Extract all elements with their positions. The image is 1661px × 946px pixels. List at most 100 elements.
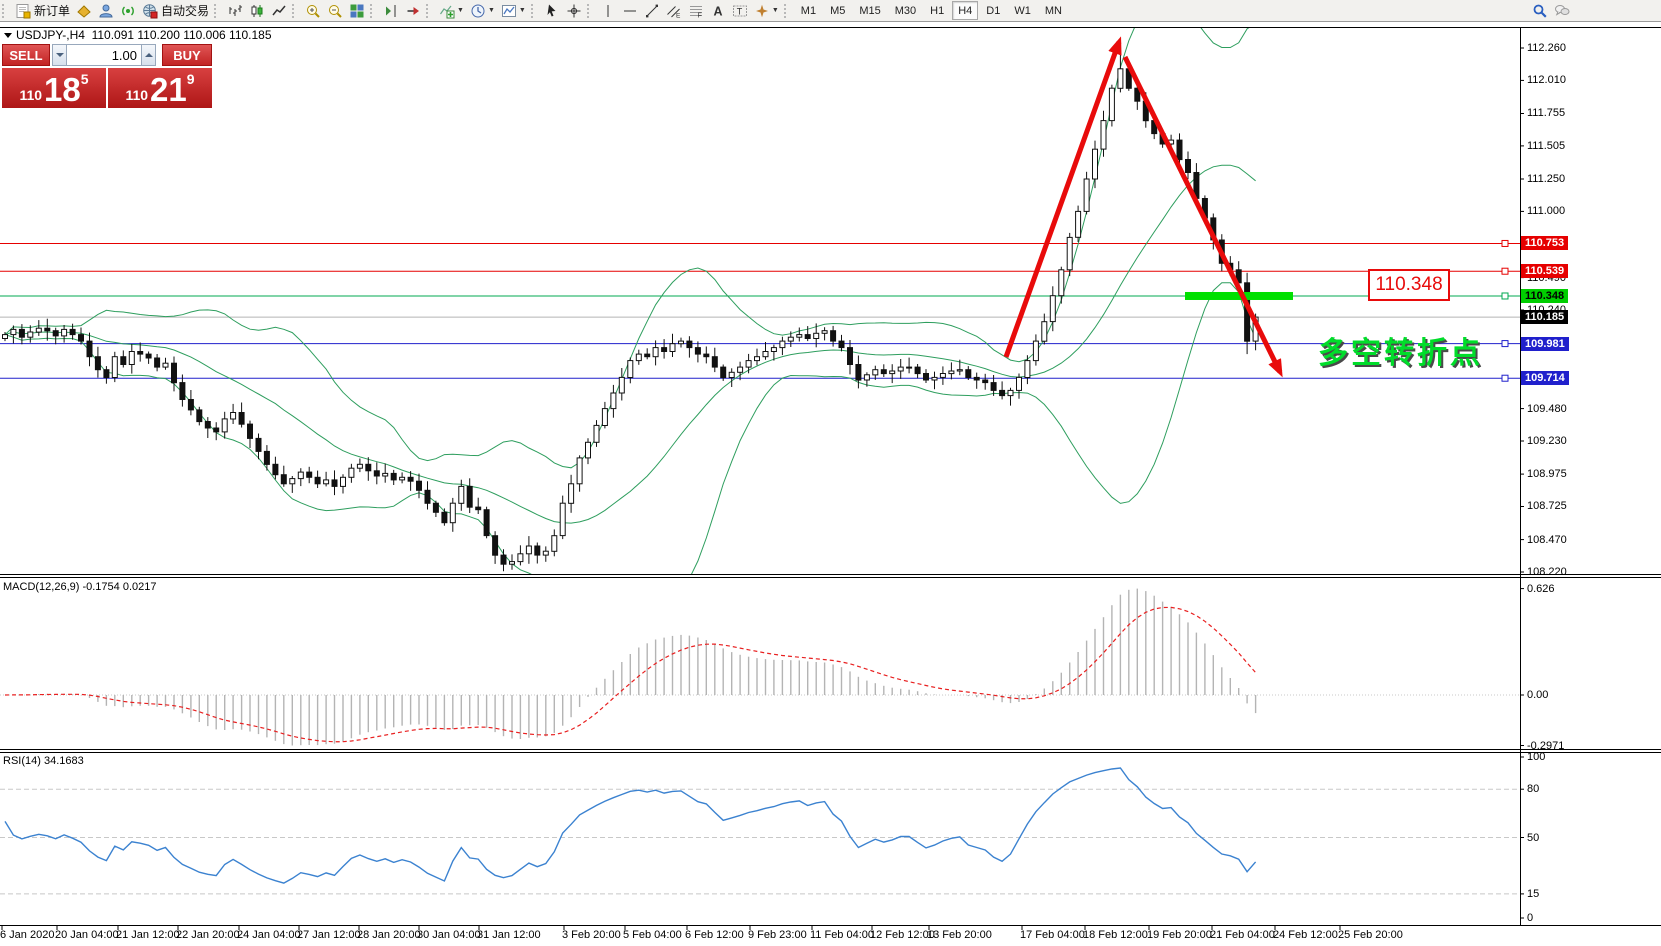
toolbar-horizontal-line-button[interactable] [619,1,641,20]
toolbar-grip [783,3,791,18]
timeframe-h1-button[interactable]: H1 [930,4,945,17]
spinner-up-icon [144,53,153,57]
buy-price[interactable]: 110 21 9 [108,68,212,108]
indicators-icon [440,5,455,18]
bars-chart-icon [229,4,243,16]
timeframe-m5-button[interactable]: M5 [830,4,846,17]
toolbar-chart-shift-button[interactable] [380,1,402,20]
toolbar-tile-windows-button[interactable] [346,1,368,20]
svg-text:E: E [676,12,681,19]
toolbar-candlestick-chart-button[interactable] [246,1,268,20]
sell-button[interactable]: SELL [2,44,50,66]
timeframe-d1-button[interactable]: D1 [986,4,1001,17]
trendline-icon [645,4,658,17]
sell-price-big: 18 [44,71,81,108]
toolbar-new-order-button[interactable]: 新订单 [12,1,73,20]
line-handle[interactable] [1501,267,1509,275]
sell-price-prefix: 110 [19,87,43,103]
text-icon: A [713,4,722,18]
timeframe-m15-button[interactable]: M15 [859,4,881,17]
timeframe-m30-button[interactable]: M30 [894,4,917,17]
channel-icon: E [666,5,681,19]
toolbar-trendline-button[interactable] [641,1,663,20]
toolbar-equidistant-channel-button[interactable]: E [663,1,685,20]
toolbar-grip [530,3,538,18]
toolbar-terminal-button[interactable] [73,1,95,20]
periods-icon [471,4,485,17]
toolbar-vertical-line-button[interactable] [597,1,619,20]
toolbar-fibonacci-button[interactable]: F [685,1,707,20]
new-order-icon [16,3,31,18]
rsi-line [4,767,1257,884]
toolbar-arrows-button[interactable]: ▼ [751,1,782,20]
toolbar-bar-chart-button[interactable] [224,1,246,20]
toolbar-line-chart-button[interactable] [268,1,290,20]
toolbar-search-button[interactable] [1529,1,1551,20]
toolbar-templates-button[interactable]: ▼ [498,1,529,20]
volume-decrease-button[interactable] [52,44,67,66]
candles-chart-icon [251,4,263,17]
timeframe-mn-button[interactable]: MN [1044,4,1062,17]
line-handle[interactable] [1501,239,1509,247]
line-handle[interactable] [1501,340,1509,348]
volume-input[interactable] [67,44,141,66]
toolbar-cursor-button[interactable] [541,1,563,20]
dropdown-caret-icon: ▼ [518,7,526,14]
buy-price-prefix: 110 [125,87,149,103]
toolbar-strategy-tester-button[interactable] [95,1,117,20]
highlight-bar-object[interactable] [1185,291,1293,300]
toolbar-grip [586,3,594,18]
toolbar: 新订单 自动交易 ▼ ▼ ▼ E F A T ▼ M1 M5 M15 M30 H1 H4 D1 W1 MN [0,0,1661,22]
turning-point-annotation[interactable]: 多空转折点 [1318,337,1483,370]
toolbar-chat-button[interactable] [1551,1,1573,20]
toolbar-periods-button[interactable]: ▼ [467,1,498,20]
trade-panel-price-row: 110 18 5 110 21 9 [2,68,214,108]
templates-icon [501,4,516,17]
text-label-icon: T [732,5,747,16]
svg-text:F: F [697,12,701,19]
toolbar-text-label-button[interactable]: T [729,1,751,20]
toolbar-grip [2,3,9,18]
timeframe-w1-button[interactable]: W1 [1014,4,1031,17]
spinner-down-icon [55,53,64,57]
trend-arrow-up[interactable] [1003,36,1122,358]
chart-shift-icon [386,4,396,17]
chart-frame [0,27,1661,930]
zoom-out-icon [329,4,342,18]
sell-price[interactable]: 110 18 5 [2,68,106,108]
zoom-in-icon [307,4,320,18]
toolbar-auto-scroll-button[interactable] [402,1,424,20]
buy-price-big: 21 [150,71,187,108]
buy-button[interactable]: BUY [162,44,212,66]
hline-icon [623,10,636,11]
price-annotation-box[interactable]: 110.348 [1368,269,1450,301]
signals-icon [122,5,134,16]
toolbar-text-button[interactable]: A [707,1,729,20]
dropdown-caret-icon: ▼ [457,7,464,14]
trade-panel-top-row: SELL BUY [2,44,214,66]
toolbar-crosshair-button[interactable] [563,1,585,20]
svg-text:T: T [737,6,743,16]
volume-increase-button[interactable] [141,44,156,66]
macd-signal-line [4,606,1257,743]
toolbar-indicators-button[interactable]: ▼ [436,1,467,20]
toolbar-autotrading-button[interactable]: 自动交易 [139,1,212,20]
volume-spinner [52,44,160,66]
line-handle[interactable] [1501,292,1509,300]
trend-arrow-down[interactable] [1122,55,1283,378]
macd-pane [0,588,1520,746]
dropdown-caret-icon: ▼ [487,7,495,14]
toolbar-signals-button[interactable] [117,1,139,20]
tester-icon [99,4,113,17]
line-handle[interactable] [1501,374,1509,382]
terminal-icon [77,4,91,18]
timeframe-h4-button[interactable]: H4 [952,1,979,20]
toolbar-grip [214,3,221,18]
toolbar-zoom-in-button[interactable] [302,1,324,20]
timeframe-m1-button[interactable]: M1 [800,4,817,17]
rsi-pane [0,767,1520,895]
toolbar-zoom-out-button[interactable] [324,1,346,20]
